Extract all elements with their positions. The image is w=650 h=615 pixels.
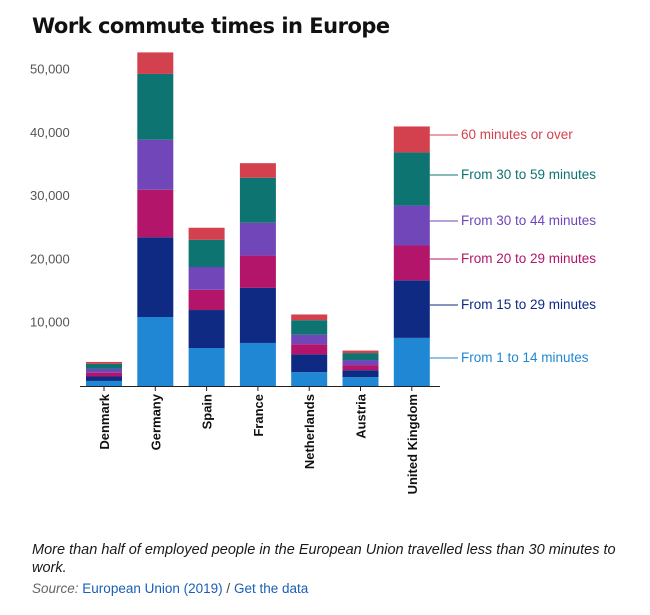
bar-segment xyxy=(137,139,174,190)
bar-segment xyxy=(137,237,174,318)
chart-title: Work commute times in Europe xyxy=(32,14,390,38)
bar-segment xyxy=(86,376,122,381)
bar-segment xyxy=(86,372,122,377)
x-tick-label: France xyxy=(251,394,266,437)
source-line: Source: European Union (2019) / Get the … xyxy=(32,581,308,596)
bar-segment xyxy=(239,177,276,223)
series-label: From 30 to 44 minutes xyxy=(461,213,596,228)
bar-segment xyxy=(291,314,328,321)
bar-segment xyxy=(86,363,122,369)
series-label: From 20 to 29 minutes xyxy=(461,251,596,266)
bar-segment xyxy=(86,368,122,373)
bar-segment xyxy=(137,73,174,140)
y-tick-label: 40,000 xyxy=(30,125,70,140)
bar-segment xyxy=(239,222,276,256)
x-tick-label: United Kingdom xyxy=(405,394,420,494)
bar-segment xyxy=(188,227,225,240)
bar-segment xyxy=(342,350,379,354)
source-publisher-link[interactable]: European Union (2019) xyxy=(82,581,223,596)
get-the-data-link[interactable]: Get the data xyxy=(233,581,309,596)
series-label: 60 minutes or over xyxy=(461,127,573,142)
bar-segment xyxy=(239,163,276,178)
bar-segment xyxy=(291,354,328,373)
bar-segment xyxy=(239,255,276,288)
bar-segment xyxy=(342,377,379,386)
bar-segment xyxy=(291,344,328,355)
bar-segment xyxy=(342,353,379,361)
bar-segment xyxy=(137,317,174,386)
source-separator: / xyxy=(226,581,231,596)
y-tick-label: 30,000 xyxy=(30,188,70,203)
bar-segment xyxy=(342,370,379,378)
bar-segment xyxy=(342,365,379,371)
bar-segment xyxy=(393,337,430,386)
bar-segment xyxy=(393,280,430,338)
bar-segment xyxy=(291,334,328,345)
series-label: From 30 to 59 minutes xyxy=(461,167,596,182)
bar-segment xyxy=(239,287,276,343)
bar-segment xyxy=(239,342,276,386)
bar-segment xyxy=(291,320,328,335)
bar-segment xyxy=(86,361,122,364)
bar-segment xyxy=(188,348,225,386)
bar-segment xyxy=(137,52,174,74)
x-tick-label: Austria xyxy=(354,393,369,439)
stacked-bar-chart: 10,000 20,000 30,000 40,000 50,000 Denmark Ger… xyxy=(30,52,596,494)
source-label: Source: xyxy=(32,581,79,596)
bar-segment xyxy=(393,126,430,153)
bar-segment xyxy=(291,372,328,386)
x-tick-label: Denmark xyxy=(97,393,112,449)
bar-segment xyxy=(188,310,225,349)
x-tick-label: Netherlands xyxy=(302,394,317,469)
bar-segment xyxy=(342,360,379,366)
bar-segment xyxy=(393,205,430,246)
x-tick-label: Germany xyxy=(148,393,163,450)
bar-segment xyxy=(188,239,225,267)
bar-segment xyxy=(86,380,122,386)
y-tick-label: 50,000 xyxy=(30,62,70,77)
bar-segment xyxy=(188,289,225,311)
bar-segment xyxy=(393,152,430,206)
series-label: From 1 to 14 minutes xyxy=(461,350,589,365)
x-tick-label: Spain xyxy=(200,394,215,429)
y-tick-label: 10,000 xyxy=(30,315,70,330)
bar-segment xyxy=(137,189,174,238)
series-label: From 15 to 29 minutes xyxy=(461,297,596,312)
y-tick-label: 20,000 xyxy=(30,251,70,266)
chart-caption: More than half of employed people in the… xyxy=(32,542,616,576)
bar-segment xyxy=(393,245,430,281)
bar-segment xyxy=(188,266,225,290)
